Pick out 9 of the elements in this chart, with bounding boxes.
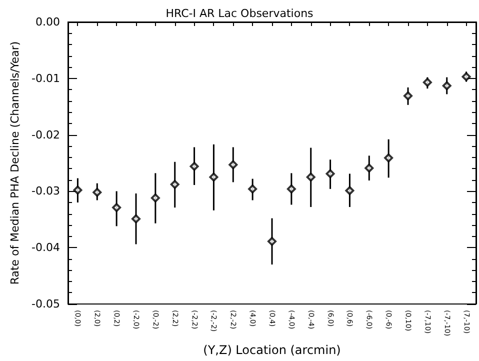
y-tick-label: 0.00 xyxy=(36,16,60,28)
y-tick-label: -0.01 xyxy=(32,72,60,85)
y-tick-label: -0.05 xyxy=(32,298,60,310)
y-axis-title: Rate of Median PHA Decline (Channels/Year) xyxy=(8,41,22,285)
y-tick-label: -0.04 xyxy=(32,241,60,254)
y-tick-label: -0.02 xyxy=(32,128,60,142)
x-axis-title: (Y,Z) Location (arcmin) xyxy=(203,343,341,357)
chart-title: HRC-I AR Lac Observations xyxy=(166,7,314,20)
y-tick-label: -0.03 xyxy=(32,184,60,198)
